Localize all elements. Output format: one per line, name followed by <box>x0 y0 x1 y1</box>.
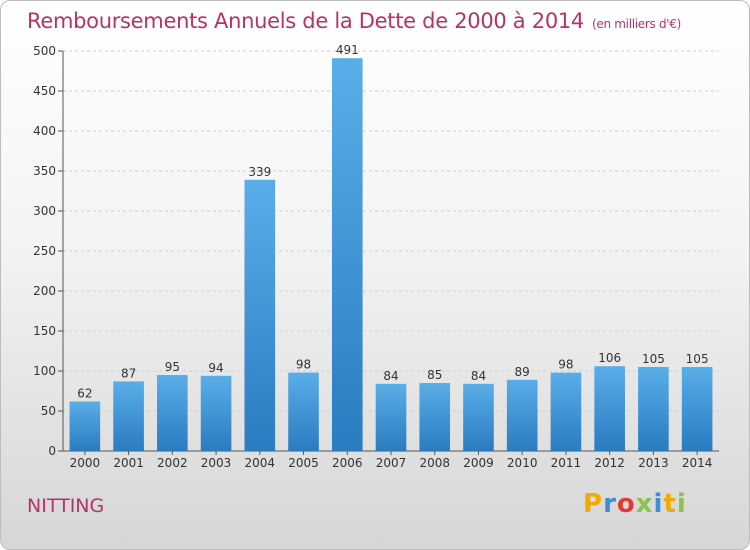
x-tick-label: 2014 <box>682 456 713 470</box>
y-tick-label: 300 <box>33 204 56 218</box>
x-tick-label: 2008 <box>419 456 450 470</box>
y-tick-label: 0 <box>48 444 56 458</box>
y-tick-label: 400 <box>33 124 56 138</box>
bar-value-label: 94 <box>208 361 223 375</box>
y-tick-label: 150 <box>33 324 56 338</box>
bar-value-label: 95 <box>165 360 180 374</box>
bar <box>113 381 144 451</box>
bar-value-label: 105 <box>642 352 665 366</box>
bar <box>157 375 188 451</box>
y-tick-label: 50 <box>41 404 56 418</box>
x-tick-label: 2007 <box>376 456 407 470</box>
bar-value-label: 87 <box>121 366 136 380</box>
bar <box>244 179 276 452</box>
x-tick-label: 2006 <box>332 456 363 470</box>
logo-letter: o <box>616 489 636 519</box>
logo-letter: r <box>603 489 617 519</box>
bar-value-label: 339 <box>248 165 271 179</box>
bar <box>331 58 363 451</box>
bar <box>681 367 713 451</box>
bar <box>463 383 494 451</box>
x-tick-label: 2001 <box>113 456 144 470</box>
logo-letter: i <box>676 489 687 519</box>
bar <box>200 375 232 451</box>
bar <box>594 366 625 451</box>
logo-letter: x <box>635 489 654 519</box>
logo-letter: t <box>663 489 677 519</box>
bar <box>638 367 669 451</box>
x-tick-label: 2009 <box>463 456 494 470</box>
x-tick-label: 2011 <box>551 456 582 470</box>
bar-value-label: 106 <box>598 351 621 365</box>
y-tick-label: 100 <box>33 364 56 378</box>
bar-value-label: 85 <box>427 368 442 382</box>
y-tick-label: 250 <box>33 244 56 258</box>
bar <box>69 401 101 451</box>
bar-value-label: 98 <box>558 358 573 372</box>
x-tick-label: 2005 <box>288 456 319 470</box>
x-tick-label: 2010 <box>507 456 538 470</box>
proxiti-logo: Proxiti <box>583 489 687 519</box>
chart-title-text: Remboursements Annuels de la Dette de 20… <box>27 9 584 33</box>
y-tick-label: 450 <box>33 84 56 98</box>
bar <box>288 372 319 451</box>
bar <box>419 383 451 451</box>
bar <box>506 379 538 451</box>
x-tick-label: 2004 <box>245 456 276 470</box>
logo-letter: P <box>583 489 604 519</box>
bar-value-label: 491 <box>336 43 359 57</box>
x-tick-label: 2012 <box>594 456 625 470</box>
bar <box>550 372 582 451</box>
bar-value-label: 62 <box>77 386 92 400</box>
commune-name: NITTING <box>27 495 105 517</box>
bar-value-label: 84 <box>383 369 398 383</box>
x-tick-label: 2003 <box>201 456 232 470</box>
bar-value-label: 84 <box>471 369 486 383</box>
x-tick-label: 2002 <box>157 456 188 470</box>
y-tick-label: 350 <box>33 164 56 178</box>
logo-letter: i <box>653 489 664 519</box>
y-tick-label: 200 <box>33 284 56 298</box>
y-tick-label: 500 <box>33 44 56 58</box>
x-tick-label: 2013 <box>638 456 669 470</box>
bar-value-label: 89 <box>515 365 530 379</box>
bar-value-label: 105 <box>686 352 709 366</box>
chart-title: Remboursements Annuels de la Dette de 20… <box>27 9 681 33</box>
x-tick-label: 2000 <box>70 456 101 470</box>
bars: 62 87 95 94 339 98 491 84 85 84 89 98 106 105 105 <box>69 43 713 452</box>
bar <box>375 383 407 451</box>
bar-value-label: 98 <box>296 358 311 372</box>
chart-unit-label: (en milliers d'€) <box>592 17 682 31</box>
